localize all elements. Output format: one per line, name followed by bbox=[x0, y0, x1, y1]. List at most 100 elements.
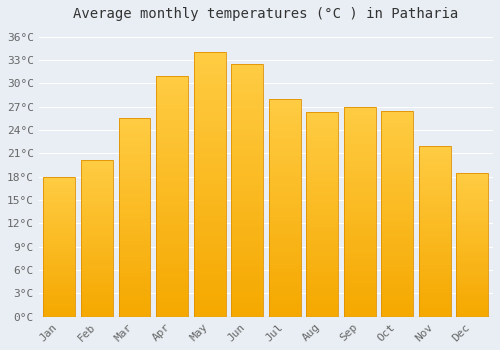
Bar bbox=[118, 198, 150, 202]
Bar bbox=[419, 211, 451, 214]
Bar bbox=[382, 173, 414, 177]
Bar bbox=[344, 304, 376, 308]
Bar bbox=[306, 309, 338, 313]
Bar bbox=[118, 194, 150, 198]
Bar bbox=[194, 95, 226, 100]
Bar bbox=[44, 258, 76, 261]
Bar bbox=[156, 95, 188, 100]
Bar bbox=[456, 276, 488, 279]
Bar bbox=[156, 138, 188, 143]
Bar bbox=[231, 271, 263, 276]
Bar bbox=[194, 222, 226, 227]
Bar bbox=[118, 265, 150, 269]
Bar bbox=[419, 252, 451, 255]
Bar bbox=[118, 257, 150, 261]
Bar bbox=[44, 306, 76, 308]
Bar bbox=[194, 142, 226, 148]
Bar bbox=[419, 255, 451, 259]
Bar bbox=[382, 272, 414, 275]
Bar bbox=[81, 276, 113, 279]
Bar bbox=[194, 184, 226, 190]
Bar bbox=[118, 273, 150, 277]
Bar bbox=[344, 296, 376, 300]
Bar bbox=[156, 134, 188, 138]
Bar bbox=[306, 276, 338, 280]
Bar bbox=[194, 169, 226, 174]
Bar bbox=[81, 207, 113, 210]
Bar bbox=[268, 230, 300, 234]
Bar bbox=[268, 134, 300, 138]
Bar bbox=[81, 219, 113, 223]
Bar bbox=[194, 301, 226, 306]
Bar bbox=[194, 195, 226, 201]
Bar bbox=[382, 193, 414, 197]
Bar bbox=[382, 251, 414, 255]
Bar bbox=[81, 295, 113, 298]
Bar bbox=[419, 245, 451, 248]
Bar bbox=[419, 307, 451, 310]
Bar bbox=[194, 111, 226, 116]
Bar bbox=[156, 278, 188, 283]
Bar bbox=[118, 150, 150, 154]
Bar bbox=[382, 284, 414, 288]
Bar bbox=[268, 260, 300, 265]
Bar bbox=[156, 307, 188, 312]
Bar bbox=[419, 235, 451, 238]
Bar bbox=[419, 262, 451, 266]
Bar bbox=[81, 307, 113, 310]
Bar bbox=[44, 292, 76, 294]
Bar bbox=[231, 140, 263, 145]
Bar bbox=[419, 238, 451, 242]
Bar bbox=[194, 153, 226, 158]
Bar bbox=[306, 129, 338, 133]
Bar bbox=[268, 221, 300, 225]
Bar bbox=[44, 294, 76, 297]
Bar bbox=[382, 160, 414, 164]
Bar bbox=[156, 90, 188, 95]
Bar bbox=[306, 268, 338, 272]
Bar bbox=[268, 282, 300, 286]
Bar bbox=[456, 173, 488, 317]
Bar bbox=[231, 286, 263, 292]
Bar bbox=[81, 191, 113, 194]
Bar bbox=[118, 186, 150, 190]
Bar bbox=[456, 253, 488, 257]
Bar bbox=[118, 174, 150, 178]
Bar bbox=[44, 280, 76, 283]
Bar bbox=[44, 300, 76, 303]
Bar bbox=[268, 121, 300, 125]
Bar bbox=[231, 292, 263, 296]
Bar bbox=[306, 190, 338, 194]
Bar bbox=[456, 176, 488, 179]
Bar bbox=[156, 235, 188, 240]
Bar bbox=[118, 297, 150, 301]
Bar bbox=[306, 206, 338, 210]
Bar bbox=[456, 242, 488, 245]
Bar bbox=[268, 247, 300, 252]
Bar bbox=[306, 223, 338, 227]
Bar bbox=[156, 85, 188, 90]
Bar bbox=[382, 255, 414, 259]
Bar bbox=[231, 130, 263, 135]
Bar bbox=[306, 194, 338, 198]
Bar bbox=[382, 230, 414, 235]
Bar bbox=[268, 290, 300, 295]
Bar bbox=[344, 212, 376, 216]
Bar bbox=[419, 207, 451, 211]
Bar bbox=[156, 177, 188, 182]
Bar bbox=[382, 304, 414, 309]
Bar bbox=[231, 251, 263, 256]
Bar bbox=[118, 166, 150, 170]
Bar bbox=[382, 111, 414, 317]
Bar bbox=[44, 230, 76, 233]
Bar bbox=[231, 74, 263, 79]
Bar bbox=[419, 303, 451, 307]
Bar bbox=[268, 151, 300, 156]
Bar bbox=[44, 252, 76, 255]
Bar bbox=[456, 184, 488, 187]
Bar bbox=[81, 285, 113, 288]
Bar bbox=[268, 112, 300, 117]
Bar bbox=[268, 252, 300, 256]
Bar bbox=[81, 257, 113, 260]
Bar bbox=[456, 202, 488, 205]
